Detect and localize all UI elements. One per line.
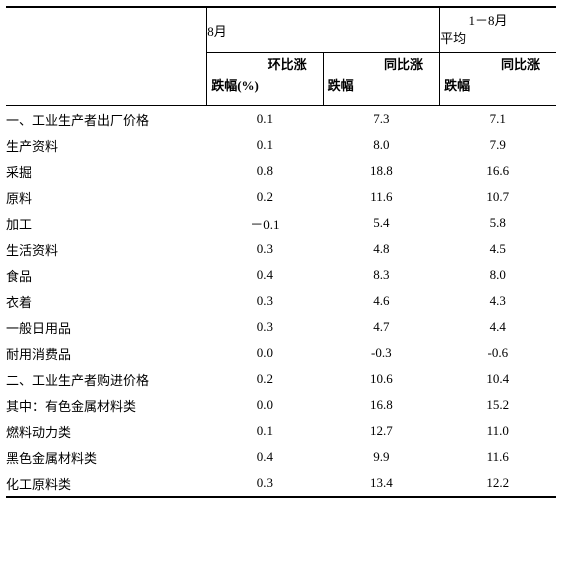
cell-yoy: 12.7: [323, 418, 439, 444]
header-group-avg-line1: 1－8月: [440, 12, 556, 30]
row-label: 采掘: [6, 158, 207, 184]
header-group-avg: 1－8月 平均: [440, 7, 556, 53]
cell-mom: 0.2: [207, 184, 323, 210]
cell-avg: 10.7: [440, 184, 556, 210]
header-sub-yoy-line2: 跌幅: [326, 76, 435, 97]
cell-avg: 5.8: [440, 210, 556, 236]
cell-mom: 0.0: [207, 340, 323, 366]
row-label: 衣着: [6, 288, 207, 314]
cell-yoy: 4.7: [323, 314, 439, 340]
row-label: 其中：有色金属材料类: [6, 392, 207, 418]
cell-yoy: 8.3: [323, 262, 439, 288]
cell-avg: 4.5: [440, 236, 556, 262]
row-label: 二、工业生产者购进价格: [6, 366, 207, 392]
row-label: 一、工业生产者出厂价格: [6, 106, 207, 133]
cell-avg: 11.6: [440, 444, 556, 470]
table-body: 一、工业生产者出厂价格0.17.37.1生产资料0.18.07.9采掘0.818…: [6, 106, 556, 498]
table-row: 采掘0.818.816.6: [6, 158, 556, 184]
cell-avg: 7.9: [440, 132, 556, 158]
cell-mom: 0.3: [207, 470, 323, 497]
header-group-month-label: 8月: [207, 24, 227, 39]
cell-mom: 0.1: [207, 418, 323, 444]
table-row: 一、工业生产者出厂价格0.17.37.1: [6, 106, 556, 133]
cell-mom: 0.4: [207, 444, 323, 470]
table-row: 其中：有色金属材料类0.016.815.2: [6, 392, 556, 418]
table-row: 原料0.211.610.7: [6, 184, 556, 210]
row-label: 生活资料: [6, 236, 207, 262]
row-label: 化工原料类: [6, 470, 207, 497]
cell-avg: 4.3: [440, 288, 556, 314]
header-sub-mom-line1: 环比涨: [209, 55, 318, 76]
table-row: 生产资料0.18.07.9: [6, 132, 556, 158]
cell-avg: 7.1: [440, 106, 556, 133]
cell-mom: 0.1: [207, 132, 323, 158]
cell-mom: －0.1: [207, 210, 323, 236]
table-row: 一般日用品0.34.74.4: [6, 314, 556, 340]
row-label: 燃料动力类: [6, 418, 207, 444]
header-sub-yoy-line1: 同比涨: [326, 55, 435, 76]
row-label: 加工: [6, 210, 207, 236]
cell-mom: 0.4: [207, 262, 323, 288]
row-label: 耐用消费品: [6, 340, 207, 366]
cell-yoy: 4.6: [323, 288, 439, 314]
row-label: 黑色金属材料类: [6, 444, 207, 470]
cell-yoy: 18.8: [323, 158, 439, 184]
header-sub-avg-line1: 同比涨: [442, 55, 552, 76]
cell-yoy: -0.3: [323, 340, 439, 366]
header-sub-avg: 同比涨 跌幅: [440, 53, 556, 106]
cell-yoy: 7.3: [323, 106, 439, 133]
cell-mom: 0.3: [207, 288, 323, 314]
header-sub-yoy: 同比涨 跌幅: [323, 53, 439, 106]
cell-yoy: 4.8: [323, 236, 439, 262]
cell-avg: 12.2: [440, 470, 556, 497]
table-row: 化工原料类0.313.412.2: [6, 470, 556, 497]
table-row: 衣着0.34.64.3: [6, 288, 556, 314]
cell-mom: 0.3: [207, 236, 323, 262]
cell-yoy: 5.4: [323, 210, 439, 236]
cell-mom: 0.1: [207, 106, 323, 133]
header-blank: [6, 7, 207, 106]
cell-avg: 15.2: [440, 392, 556, 418]
cell-avg: 16.6: [440, 158, 556, 184]
header-sub-mom-line2: 跌幅(%): [209, 76, 318, 97]
header-sub-avg-line2: 跌幅: [442, 76, 552, 97]
cell-mom: 0.2: [207, 366, 323, 392]
table-row: 耐用消费品0.0-0.3-0.6: [6, 340, 556, 366]
header-group-avg-line2: 平均: [440, 30, 556, 48]
cell-avg: 4.4: [440, 314, 556, 340]
header-sub-mom: 环比涨 跌幅(%): [207, 53, 323, 106]
cell-yoy: 10.6: [323, 366, 439, 392]
row-label: 一般日用品: [6, 314, 207, 340]
header-group-month: 8月: [207, 7, 440, 53]
table-row: 生活资料0.34.84.5: [6, 236, 556, 262]
cell-mom: 0.8: [207, 158, 323, 184]
cell-yoy: 11.6: [323, 184, 439, 210]
table-row: 黑色金属材料类0.49.911.6: [6, 444, 556, 470]
table-header: 8月 1－8月 平均 环比涨 跌幅(%) 同比涨 跌幅 同比涨 跌幅: [6, 7, 556, 106]
table-row: 食品0.48.38.0: [6, 262, 556, 288]
cell-avg: 8.0: [440, 262, 556, 288]
cell-yoy: 13.4: [323, 470, 439, 497]
row-label: 食品: [6, 262, 207, 288]
cell-avg: 10.4: [440, 366, 556, 392]
row-label: 生产资料: [6, 132, 207, 158]
cell-mom: 0.0: [207, 392, 323, 418]
row-label: 原料: [6, 184, 207, 210]
table-row: 加工－0.15.45.8: [6, 210, 556, 236]
cell-avg: -0.6: [440, 340, 556, 366]
table-row: 二、工业生产者购进价格0.210.610.4: [6, 366, 556, 392]
cell-avg: 11.0: [440, 418, 556, 444]
table-row: 燃料动力类0.112.711.0: [6, 418, 556, 444]
cell-yoy: 8.0: [323, 132, 439, 158]
cell-yoy: 9.9: [323, 444, 439, 470]
cell-mom: 0.3: [207, 314, 323, 340]
cell-yoy: 16.8: [323, 392, 439, 418]
ppi-table: 8月 1－8月 平均 环比涨 跌幅(%) 同比涨 跌幅 同比涨 跌幅 一、工业生…: [6, 6, 556, 498]
